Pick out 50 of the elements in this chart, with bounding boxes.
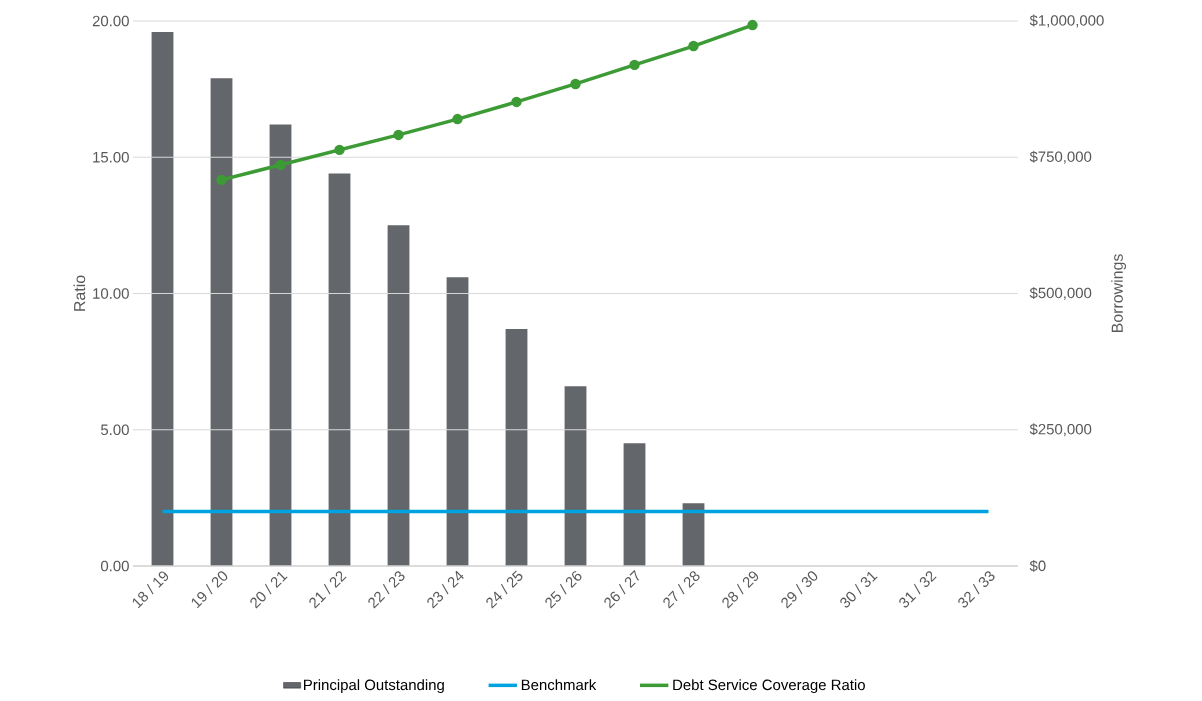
bar — [151, 31, 174, 566]
x-tick-label: 25 / 26 — [545, 571, 582, 609]
bar — [623, 443, 646, 566]
y2-tick-label: $750,000 — [1029, 150, 1092, 164]
bar — [210, 78, 233, 566]
x-tick-label: 20 / 21 — [250, 571, 288, 609]
point — [452, 113, 463, 125]
x-tick-label: 22 / 23 — [368, 571, 405, 609]
bar — [387, 225, 410, 566]
legend-label: Debt Service Coverage Ratio — [673, 679, 865, 694]
point — [275, 159, 286, 171]
x-tick-label: 18 / 19 — [132, 571, 169, 609]
point — [393, 129, 404, 141]
x-tick-label: 32 / 33 — [958, 571, 995, 608]
y-axis-title: Ratio — [73, 275, 86, 311]
x-tick-label: 19 / 20 — [191, 571, 228, 609]
x-tick-label: 30 / 31 — [840, 571, 878, 608]
bar — [446, 277, 469, 566]
y-tick-label: 5.00 — [100, 424, 129, 436]
legend-label: Principal Outstanding — [304, 679, 444, 694]
point — [688, 40, 699, 52]
point — [216, 174, 227, 186]
legend-label: Benchmark — [521, 679, 597, 691]
y2-axis-title: Borrowings — [1111, 254, 1127, 333]
x-tick-label: 27 / 28 — [663, 571, 700, 609]
x-tick-label: 28 / 29 — [722, 571, 759, 609]
point — [511, 96, 522, 108]
bar — [269, 124, 292, 566]
y-tick-label: 0.00 — [100, 560, 129, 572]
y2-tick-label: $250,000 — [1029, 423, 1092, 437]
y2-tick-label: $0 — [1029, 559, 1046, 573]
y2-tick-label: $1,000,000 — [1029, 14, 1104, 28]
point — [747, 19, 758, 31]
y-tick-label: 10.00 — [93, 288, 129, 299]
x-tick-label: 24 / 25 — [486, 570, 523, 609]
x-tick-label: 21 / 22 — [309, 571, 347, 609]
bar — [682, 503, 705, 566]
x-tick-label: 31 / 32 — [899, 571, 937, 608]
y-tick-label: 20.00 — [92, 15, 129, 27]
x-tick-label: 29 / 30 — [781, 571, 818, 609]
bar — [505, 328, 528, 566]
bar — [328, 173, 351, 566]
point — [570, 78, 581, 90]
bar — [564, 386, 587, 566]
y-tick-label: 15.00 — [93, 151, 129, 163]
x-tick-label: 23 / 24 — [427, 570, 464, 609]
point — [629, 59, 640, 71]
x-tick-label: 26 / 27 — [604, 570, 640, 609]
y2-tick-label: $500,000 — [1029, 287, 1092, 300]
point — [334, 144, 345, 156]
